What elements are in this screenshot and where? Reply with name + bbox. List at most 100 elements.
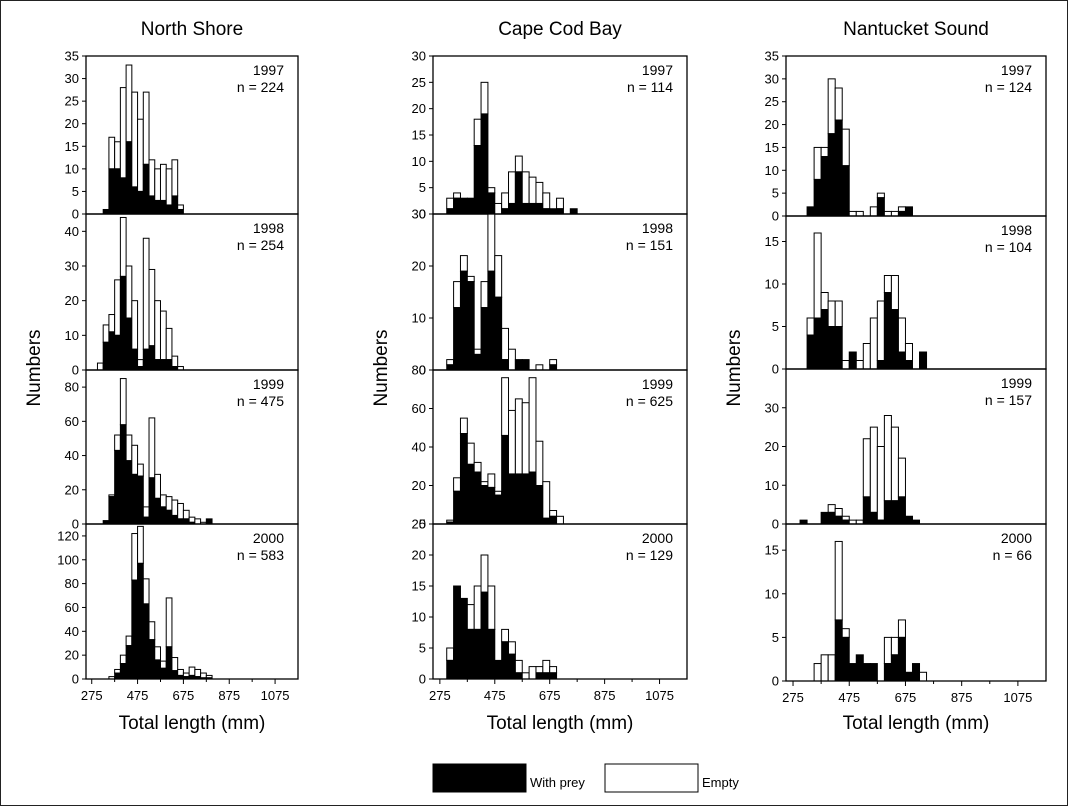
x-tick-label: 275 [782,690,804,705]
y-tick-label: 10 [765,277,779,292]
bar-with-prey [114,449,121,525]
bar-with-prey [501,208,510,215]
bar-with-prey [514,359,523,371]
bar-empty [446,197,455,210]
bar-with-prey [171,670,179,680]
bar-empty [114,141,121,170]
bar-empty [514,155,523,173]
y-tick-label: 25 [412,75,426,90]
panel-n: n = 583 [237,547,284,563]
bar-with-prey [108,168,116,215]
bar-empty [549,666,558,674]
y-tick-label: 35 [765,49,779,64]
x-tick-label: 475 [484,688,506,703]
panel-year: 1998 [1001,222,1032,238]
bar-empty [154,473,161,499]
bar-empty [165,327,173,361]
bar-empty [897,619,906,638]
bar-with-prey [869,511,878,525]
bar-empty [855,360,864,370]
y-tick-label: 10 [412,311,426,326]
bar-empty [556,197,564,210]
bar-empty [813,663,822,682]
bar-with-prey [848,663,857,682]
bar-with-prey [549,672,558,680]
bar-empty [827,78,836,135]
bar-with-prey [108,496,116,525]
bar-with-prey [119,275,127,371]
bar-with-prey [820,309,829,370]
bar-empty [556,515,564,525]
x-tick-label: 1075 [645,688,674,703]
bar-with-prey [459,433,468,525]
panel-year: 1997 [1001,62,1032,78]
bar-with-prey [131,348,139,371]
y-tick-label: 10 [65,328,79,343]
bar-empty [521,672,530,680]
y-tick-label: 120 [57,528,79,543]
x-axis-label: Total length (mm) [119,713,266,734]
bar-with-prey [453,585,461,680]
bar-empty [827,300,836,327]
bar-empty [148,159,156,197]
bar-empty [848,210,857,217]
bar-empty [501,628,510,643]
y-tick-label: 10 [65,161,79,176]
bar-with-prey [549,364,558,371]
bar-empty [542,192,551,210]
y-tick-label: 10 [412,154,426,169]
bar-empty [142,91,150,165]
bar-empty [897,317,906,353]
bar-empty [890,275,899,310]
bar-empty [453,281,461,309]
bar-empty [876,446,885,521]
bar-empty [514,398,523,475]
bar-empty [131,444,139,475]
bar-empty [528,176,537,204]
panel-n: n = 114 [627,79,673,95]
y-tick-label: 100 [57,552,79,567]
bar-empty [535,364,544,371]
bar-empty [813,232,822,319]
bar-with-prey [806,334,815,370]
bar-empty [487,213,496,272]
bar-empty [820,292,829,310]
bar-with-prey [165,509,173,525]
y-tick-label: 15 [412,579,426,594]
bar-empty [137,118,144,192]
bar-empty [897,206,906,212]
y-axis-label: Numbers [24,329,45,406]
bar-empty [494,490,503,496]
bar-empty [114,279,121,336]
bar-empty [508,348,516,371]
bar-with-prey [114,334,121,371]
y-tick-label: 15 [765,140,779,155]
y-tick-label: 60 [412,401,426,416]
bar-with-prey [848,351,857,370]
bar-with-prey [897,636,906,682]
bar-empty [542,481,551,519]
bar-empty [487,473,496,488]
bar-with-prey [542,517,551,525]
y-tick-label: 15 [65,139,79,154]
bar-empty [890,210,899,217]
bar-empty [480,554,489,593]
bar-with-prey [205,518,213,525]
bar-with-prey [508,473,516,525]
panel-year: 1999 [253,376,284,392]
bar-with-prey [883,500,892,525]
bar-empty [834,540,843,621]
y-tick-label: 20 [412,548,426,563]
bar-empty [182,672,190,678]
x-tick-label: 675 [173,688,195,703]
bar-with-prey [165,204,173,215]
bar-empty [200,672,207,679]
x-tick-label: 1075 [261,688,290,703]
x-tick-label: 475 [838,690,860,705]
y-tick-label: 0 [72,207,79,222]
bar-with-prey [119,424,127,525]
y-tick-label: 60 [65,600,79,615]
bar-with-prey [827,326,836,370]
bar-empty [466,275,475,283]
bar-with-prey [904,206,913,217]
